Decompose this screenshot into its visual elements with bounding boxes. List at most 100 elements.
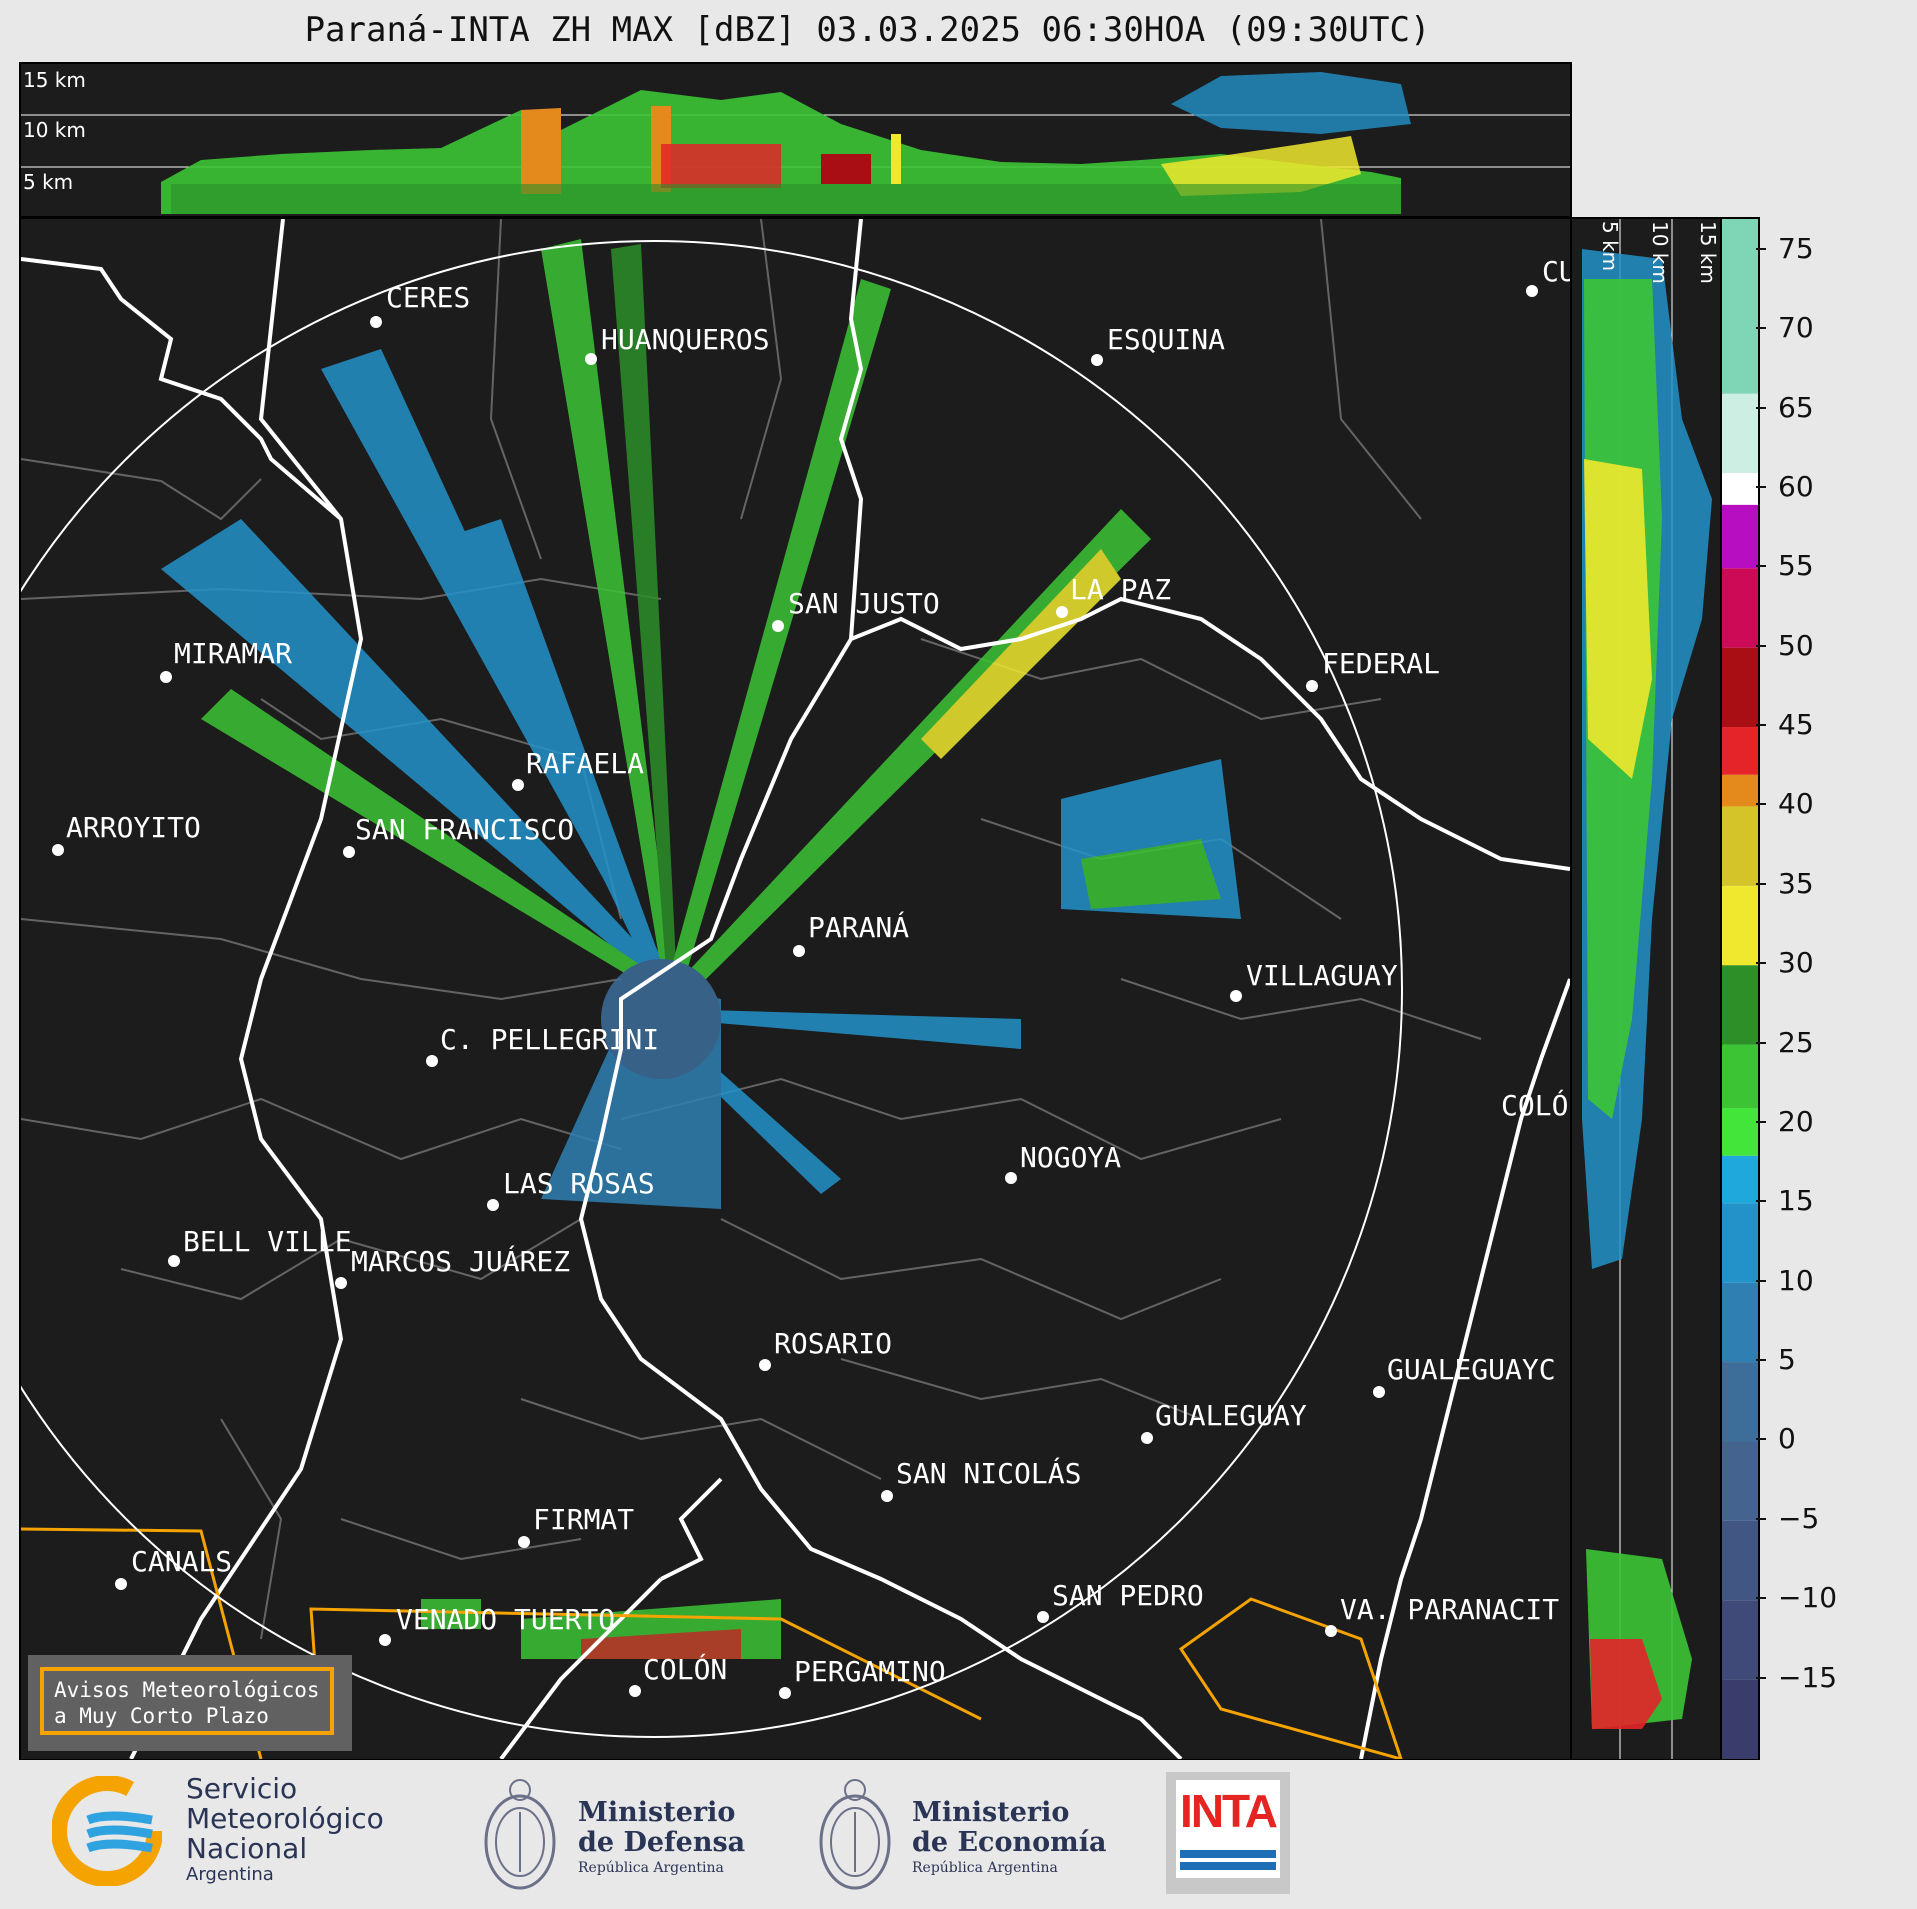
colorbar-tick-mark <box>1756 565 1766 568</box>
city-label-marcos-juarez: MARCOS JUÁREZ <box>351 1245 571 1278</box>
colorbar-band-3 <box>1722 1441 1758 1521</box>
colorbar-tick-mark <box>1756 1279 1766 1282</box>
city-dot-rafaela <box>512 779 524 791</box>
alerts-legend-frame: Avisos Meteorológicos a Muy Corto Plazo <box>40 1667 334 1735</box>
city-label-gualeguaychu: GUALEGUAYC <box>1387 1353 1556 1386</box>
colorbar-tick-label: 30 <box>1778 946 1814 980</box>
smn-name: Servicio Meteorológico Nacional Argentin… <box>186 1774 384 1886</box>
colorbar-tick-mark <box>1756 1597 1766 1600</box>
city-dot-colon <box>629 1685 641 1697</box>
city-dot-san-pedro <box>1037 1611 1049 1623</box>
economia-line-3: República Argentina <box>912 1860 1058 1876</box>
top-cross-section-plot <box>21 72 1570 214</box>
economia-line-2: de Economía <box>912 1827 1107 1858</box>
colorbar-band-17 <box>1722 504 1758 569</box>
city-dot-ceres <box>370 316 382 328</box>
city-dot-villaguay <box>1230 990 1242 1002</box>
city-dot-venado-tuerto <box>379 1634 391 1646</box>
city-label-rosario: ROSARIO <box>774 1327 893 1360</box>
defensa-line-3: República Argentina <box>578 1860 724 1876</box>
colorbar-band-8 <box>1722 1108 1758 1156</box>
defensa-coat-of-arms-icon <box>480 1772 560 1902</box>
colorbar-gradient <box>1722 219 1758 1759</box>
colorbar-band-6 <box>1722 1203 1758 1283</box>
side-altitude-label-5: 5 km <box>1598 221 1622 272</box>
colorbar-tick-label: 5 <box>1778 1343 1796 1377</box>
city-dot-arroyito <box>52 844 64 856</box>
colorbar-band-5 <box>1722 1282 1758 1363</box>
city-label-san-nicolas: SAN NICOLÁS <box>896 1457 1082 1490</box>
colorbar-tick-mark <box>1756 1676 1766 1679</box>
colorbar-tick-mark <box>1756 1438 1766 1441</box>
colorbar-tick-label: 75 <box>1778 231 1814 265</box>
city-label-c-pellegrini: C. PELLEGRINI <box>440 1023 660 1056</box>
city-label-la-paz: LA PAZ <box>1070 573 1172 606</box>
colorbar-tick-mark <box>1756 644 1766 647</box>
alerts-line-2: a Muy Corto Plazo <box>54 1704 269 1728</box>
top-altitude-label-5: 5 km <box>23 170 74 194</box>
city-label-san-francisco: SAN FRANCISCO <box>355 813 575 846</box>
colorbar-band-12 <box>1722 806 1758 886</box>
city-dot-parana <box>793 945 805 957</box>
city-label-arroyito: ARROYITO <box>66 811 201 844</box>
colorbar-band-7 <box>1722 1155 1758 1204</box>
colorbar-band-9 <box>1722 1044 1758 1109</box>
colorbar-tick-label: 25 <box>1778 1025 1814 1059</box>
colorbar-tick-mark <box>1756 1359 1766 1362</box>
top-altitude-label-10: 10 km <box>23 118 86 142</box>
smn-line-3: Nacional <box>186 1832 308 1865</box>
city-dot-esquina <box>1091 354 1103 366</box>
city-dot-san-nicolas <box>881 1490 893 1502</box>
map-title: Paraná-INTA ZH MAX [dBZ] 03.03.2025 06:3… <box>304 10 1431 50</box>
city-label-huanqueros: HUANQUEROS <box>601 323 770 356</box>
city-dot-gualeguaychu <box>1373 1386 1385 1398</box>
colorbar-band-13 <box>1722 774 1758 807</box>
city-dot-san-justo <box>772 620 784 632</box>
colorbar-tick-label: 0 <box>1778 1422 1796 1456</box>
city-label-gualeguay: GUALEGUAY <box>1155 1399 1307 1432</box>
colorbar-band-14 <box>1722 727 1758 775</box>
colorbar-band-1 <box>1722 1600 1758 1680</box>
city-label-san-justo: SAN JUSTO <box>788 587 940 620</box>
city-label-federal: FEDERAL <box>1322 647 1441 680</box>
city-label-miramar: MIRAMAR <box>174 637 293 670</box>
colorbar-tick-label: 10 <box>1778 1263 1814 1297</box>
radar-map-plot <box>21 219 1570 1759</box>
colorbar-tick-mark <box>1756 485 1766 488</box>
reflectivity-colorbar <box>1720 217 1760 1761</box>
colorbar-tick-mark <box>1756 882 1766 885</box>
smn-line-1: Servicio <box>186 1772 298 1805</box>
colorbar-tick-label: 65 <box>1778 390 1814 424</box>
colorbar-band-20 <box>1722 219 1758 394</box>
colorbar-tick-label: 20 <box>1778 1104 1814 1138</box>
city-dot-la-paz <box>1056 606 1068 618</box>
city-dot-federal <box>1306 680 1318 692</box>
city-label-parana: PARANÁ <box>808 911 910 944</box>
city-dot-san-francisco <box>343 846 355 858</box>
inta-label: INTA <box>1180 1785 1278 1837</box>
colorbar-tick-label: 40 <box>1778 787 1814 821</box>
city-label-las-rosas: LAS ROSAS <box>503 1167 655 1200</box>
colorbar-band-18 <box>1722 473 1758 505</box>
colorbar-band-16 <box>1722 568 1758 648</box>
colorbar-tick-mark <box>1756 1041 1766 1044</box>
city-label-canals: CANALS <box>131 1545 233 1578</box>
colorbar-tick-label: 60 <box>1778 469 1814 503</box>
colorbar-band-10 <box>1722 965 1758 1045</box>
city-label-cu: CU <box>1542 255 1570 288</box>
defensa-name: Ministerio de Defensa República Argentin… <box>578 1798 745 1878</box>
colorbar-tick-mark <box>1756 406 1766 409</box>
alerts-legend: Avisos Meteorológicos a Muy Corto Plazo <box>28 1655 352 1751</box>
colorbar-tick-mark <box>1756 1120 1766 1123</box>
colorbar-tick-label: −5 <box>1778 1501 1820 1535</box>
city-label-va-paranacito: VA. PARANACIT <box>1340 1593 1560 1626</box>
colorbar-band-0 <box>1722 1679 1758 1759</box>
city-dot-rosario <box>759 1359 771 1371</box>
city-dot-va-paranacito <box>1325 1625 1337 1637</box>
colorbar-tick-label: 35 <box>1778 866 1814 900</box>
colorbar-band-11 <box>1722 885 1758 966</box>
colorbar-tick-label: 50 <box>1778 628 1814 662</box>
city-dot-firmat <box>518 1536 530 1548</box>
city-dot-marcos-juarez <box>335 1277 347 1289</box>
colorbar-tick-label: 45 <box>1778 708 1814 742</box>
